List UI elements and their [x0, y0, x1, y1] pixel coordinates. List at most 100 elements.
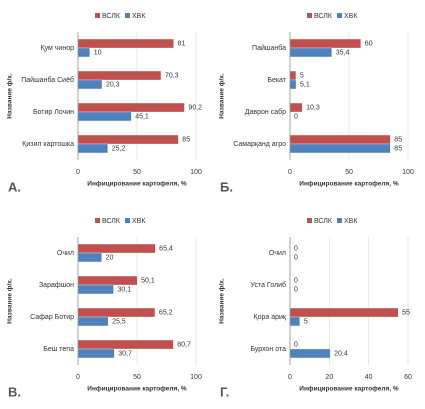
bar: [289, 102, 303, 113]
x-tick-label: 0: [76, 374, 80, 381]
value-label: 81: [178, 40, 186, 47]
y-tick-label: Очил: [269, 250, 286, 257]
y-axis-title: Название ф/х.: [219, 278, 226, 324]
y-tick-label: Очил: [57, 250, 74, 257]
y-axis-title: Название ф/х.: [7, 278, 14, 324]
bar: [77, 102, 185, 113]
value-label: 70,3: [165, 72, 179, 79]
value-label: 10,3: [306, 104, 320, 111]
bar: [77, 111, 132, 122]
value-label: 20,3: [106, 81, 120, 88]
legend-label: ХВК: [344, 218, 358, 225]
value-label: 50,1: [141, 277, 155, 284]
value-label: 10: [94, 49, 102, 56]
y-tick-label: Қора ариқ: [254, 314, 287, 321]
y-tick-label: Пайшанба Сиёб: [21, 76, 74, 84]
bar: [77, 307, 156, 318]
x-axis-title: Инфицирование картофеля, %: [299, 386, 399, 393]
legend-swatch: [125, 218, 130, 223]
bar: [77, 316, 109, 327]
legend-swatch: [307, 13, 312, 18]
legend-label: ХВК: [344, 13, 358, 20]
y-tick-label: Бурхон ота: [250, 346, 286, 353]
bar: [289, 38, 361, 49]
legend-label: ХВК: [132, 13, 146, 20]
legend-swatch: [125, 13, 130, 18]
value-label: 0: [294, 245, 298, 252]
bar: [289, 70, 297, 81]
value-label: 55: [402, 309, 410, 316]
y-tick-label: Самарқанд агро: [233, 141, 286, 148]
y-tick-label: Қум чинор: [41, 45, 75, 52]
value-label: 5,1: [300, 81, 310, 88]
x-tick-label: 0: [288, 169, 292, 176]
value-label: 25,5: [112, 318, 126, 325]
y-axis-title: Название ф/х.: [219, 73, 226, 119]
y-tick-label: Даврон сабр: [245, 108, 286, 116]
bar: [77, 252, 102, 263]
bar: [77, 348, 115, 359]
y-tick-label: Пайшанба: [252, 44, 286, 52]
value-label: 0: [294, 277, 298, 284]
bar: [77, 143, 108, 154]
bar: [77, 79, 103, 90]
bar: [77, 284, 114, 295]
bar: [77, 275, 138, 286]
x-tick-label: 50: [133, 169, 141, 176]
x-tick-label: 50: [345, 169, 353, 176]
bar: [77, 47, 90, 58]
value-label: 65,2: [159, 309, 173, 316]
y-tick-label: Сафар Ботир: [30, 314, 74, 321]
bar: [77, 70, 162, 81]
value-label: 35,4: [336, 49, 350, 56]
legend-swatch: [337, 218, 342, 223]
bar: [77, 243, 156, 254]
legend-swatch: [337, 13, 342, 18]
y-tick-label: Бекат: [267, 77, 286, 84]
value-label: 80,7: [177, 341, 191, 348]
value-label: 85: [394, 145, 402, 152]
x-tick-label: 40: [365, 374, 373, 381]
legend-swatch: [95, 218, 100, 223]
legend-label: ВСЛК: [314, 218, 333, 225]
value-label: 25,2: [112, 145, 126, 152]
panel-label: А.: [8, 179, 21, 194]
x-axis-title: Инфицирование картофеля, %: [299, 181, 399, 188]
value-label: 45,1: [135, 113, 149, 120]
x-tick-label: 100: [402, 169, 414, 176]
bar: [77, 339, 174, 350]
value-label: 85: [182, 136, 190, 143]
y-axis-title: Название ф/х.: [7, 73, 14, 119]
y-tick-label: Ботир Лочин: [33, 109, 74, 116]
value-label: 5: [300, 72, 304, 79]
value-label: 30,1: [118, 286, 132, 293]
bar: [289, 47, 332, 58]
x-tick-label: 0: [76, 169, 80, 176]
bar: [77, 134, 179, 145]
value-label: 20,4: [334, 350, 348, 357]
legend-label: ХВК: [132, 218, 146, 225]
value-label: 85: [394, 136, 402, 143]
x-tick-label: 0: [288, 374, 292, 381]
value-label: 30,7: [118, 350, 132, 357]
value-label: 90,2: [188, 104, 202, 111]
bar: [289, 134, 391, 145]
x-tick-label: 50: [133, 374, 141, 381]
bar: [77, 38, 174, 49]
y-tick-label: Қизил картошка: [22, 141, 74, 148]
value-label: 0: [294, 341, 298, 348]
bar: [289, 348, 331, 359]
value-label: 5: [304, 318, 308, 325]
bar: [289, 316, 300, 327]
legend-label: ВСЛК: [314, 13, 333, 20]
legend-swatch: [307, 218, 312, 223]
y-tick-label: Уста Голиб: [250, 281, 286, 289]
bar: [289, 79, 297, 90]
bar: [289, 143, 391, 154]
value-label: 60: [365, 40, 373, 47]
value-label: 0: [294, 286, 298, 293]
value-label: 0: [294, 113, 298, 120]
bar: [289, 307, 399, 318]
legend-swatch: [95, 13, 100, 18]
value-label: 0: [294, 254, 298, 261]
